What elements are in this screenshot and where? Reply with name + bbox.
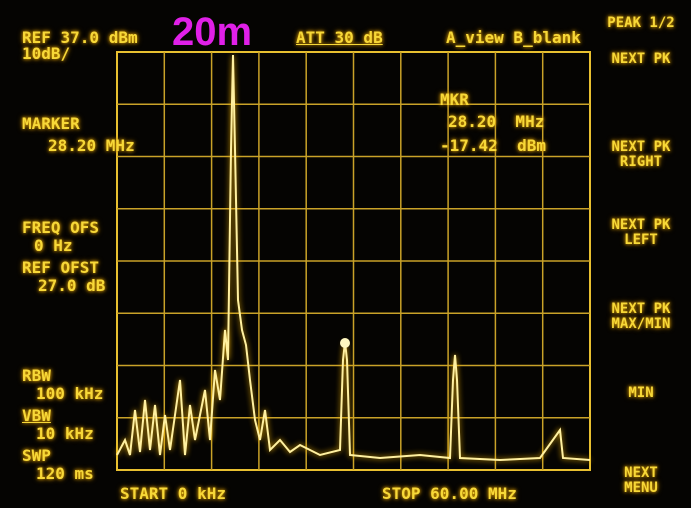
ref-ofst-value: 27.0 dB: [38, 276, 106, 295]
spectrum-trace: [116, 54, 591, 462]
scale: 10dB/: [22, 44, 71, 63]
softkey-next-pk-maxmin[interactable]: NEXT PK MAX/MIN: [611, 301, 671, 332]
softkey-next-pk-left[interactable]: NEXT PK LEFT: [611, 217, 671, 248]
softkey-peak[interactable]: PEAK 1/2: [607, 15, 675, 31]
trace-mode: A_view B_blank: [446, 28, 581, 47]
marker-label: MARKER: [22, 114, 80, 133]
softkey-next-menu[interactable]: NEXT MENU: [624, 465, 658, 496]
softkey-next-pk[interactable]: NEXT PK: [611, 51, 671, 67]
swp-label: SWP: [22, 446, 51, 465]
band-overlay: 20m: [172, 10, 253, 54]
freq-ofs-label: FREQ OFS: [22, 218, 100, 237]
stop-freq: STOP 60.00 MHz: [382, 484, 517, 503]
rbw-value: 100 kHz: [36, 384, 104, 403]
start-freq: START 0 kHz: [120, 484, 226, 503]
vbw-value: 10 kHz: [36, 424, 94, 443]
freq-ofs-value: 0 Hz: [34, 236, 73, 255]
mkr-level: -17.42 dBm: [440, 136, 546, 155]
mkr-label: MKR: [440, 90, 469, 109]
marker-freq: 28.20 MHz: [48, 136, 135, 155]
softkey-min[interactable]: MIN: [628, 385, 654, 401]
marker-dot: [340, 338, 350, 348]
ref-ofst-label: REF OFST: [22, 258, 100, 277]
swp-value: 120 ms: [36, 464, 94, 483]
graticule: [117, 52, 590, 470]
ref-level: REF 37.0 dBm: [22, 28, 138, 47]
softkey-next-pk-right[interactable]: NEXT PK RIGHT: [611, 139, 671, 170]
attenuation: ATT 30 dB: [296, 28, 383, 47]
vbw-label: VBW: [22, 406, 51, 425]
mkr-freq: 28.20 MHz: [448, 112, 545, 131]
rbw-label: RBW: [22, 366, 51, 385]
